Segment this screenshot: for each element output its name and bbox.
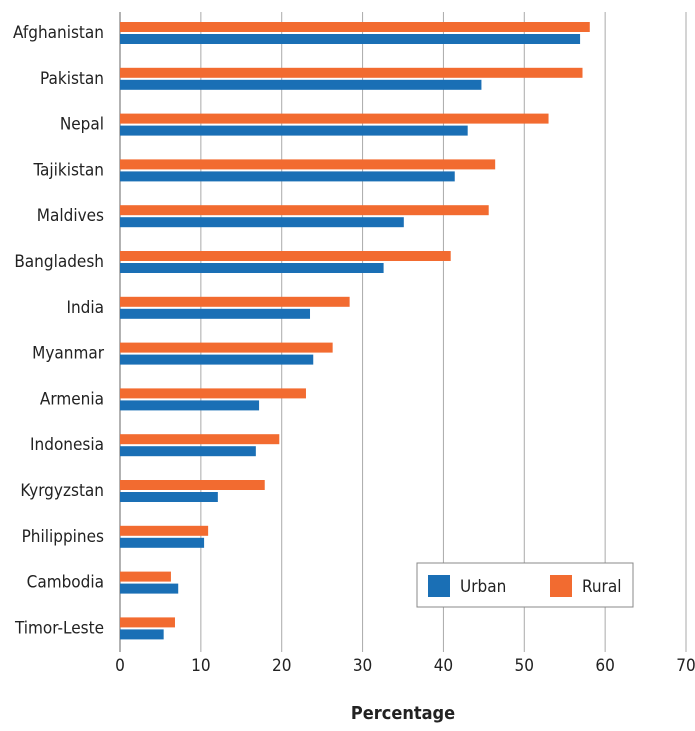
bar xyxy=(120,388,306,399)
bar xyxy=(120,263,384,273)
bar xyxy=(120,125,468,136)
x-tick-label: 0 xyxy=(115,656,125,676)
bar xyxy=(120,217,404,228)
bar xyxy=(120,400,260,411)
bar xyxy=(120,205,489,216)
bar xyxy=(120,22,590,32)
legend-swatch xyxy=(550,575,572,597)
legend-label: Rural xyxy=(582,577,621,597)
bar xyxy=(120,342,333,353)
legend-label: Urban xyxy=(460,577,506,597)
bar xyxy=(120,583,179,594)
bar xyxy=(120,171,455,182)
x-tick-label: 40 xyxy=(434,656,453,676)
legend-box xyxy=(416,562,634,608)
bar xyxy=(120,571,171,582)
bar xyxy=(120,159,496,170)
x-axis-label: Percentage xyxy=(351,703,455,724)
bar xyxy=(120,480,265,490)
x-tick-label: 50 xyxy=(515,656,534,676)
bar xyxy=(120,67,583,78)
y-tick-label: India xyxy=(66,298,104,318)
y-tick-label: Afghanistan xyxy=(13,23,104,43)
bar xyxy=(120,354,314,365)
bar xyxy=(120,492,218,502)
y-tick-label: Timor-Leste xyxy=(14,618,104,638)
x-tick-label: 60 xyxy=(595,656,614,676)
bar xyxy=(120,537,205,548)
bar xyxy=(120,251,451,261)
bar xyxy=(120,434,280,445)
bar xyxy=(120,446,256,457)
x-tick-label: 70 xyxy=(676,656,695,676)
y-tick-label: Myanmar xyxy=(32,344,105,364)
y-tick-label: Cambodia xyxy=(27,573,104,593)
y-tick-label: Indonesia xyxy=(30,435,104,455)
bar xyxy=(120,113,549,124)
y-tick-label: Kyrgyzstan xyxy=(20,481,104,501)
x-tick-label: 30 xyxy=(353,656,372,676)
y-tick-label: Maldives xyxy=(37,206,104,226)
y-tick-label: Pakistan xyxy=(40,69,104,89)
bar xyxy=(120,34,581,44)
y-tick-label: Philippines xyxy=(22,527,104,547)
bar xyxy=(120,617,175,628)
bar xyxy=(120,296,350,307)
y-tick-label: Armenia xyxy=(40,389,104,409)
y-tick-label: Bangladesh xyxy=(14,252,104,272)
bar xyxy=(120,629,164,640)
legend-swatch xyxy=(428,575,450,597)
bar xyxy=(120,79,482,90)
x-tick-label: 10 xyxy=(191,656,210,676)
y-tick-label: Tajikistan xyxy=(32,160,104,180)
bar xyxy=(120,308,311,319)
y-tick-label: Nepal xyxy=(60,115,104,135)
bar xyxy=(120,525,209,536)
x-tick-label: 20 xyxy=(272,656,291,676)
